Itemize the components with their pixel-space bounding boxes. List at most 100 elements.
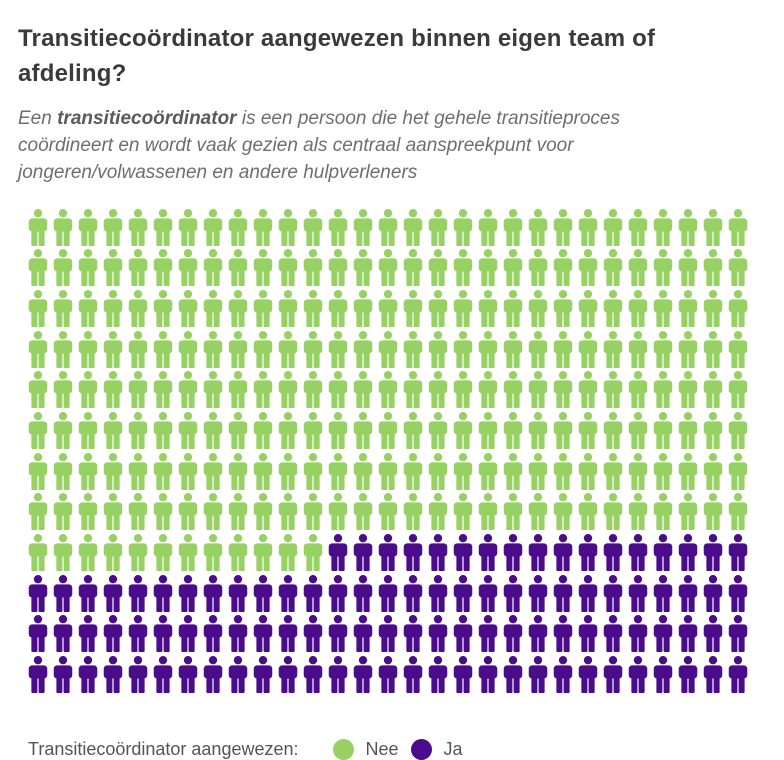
person-icon	[353, 452, 373, 490]
person-icon	[403, 208, 423, 246]
person-icon	[178, 330, 198, 368]
person-icon	[303, 452, 323, 490]
page-title: Transitiecoördinator aangewezen binnen e…	[18, 25, 656, 87]
person-icon	[553, 289, 573, 327]
person-icon	[628, 371, 648, 409]
person-icon	[628, 534, 648, 571]
person-icon	[228, 289, 248, 327]
person-icon	[78, 208, 98, 246]
person-icon	[378, 452, 398, 490]
legend-item-nee-label: Nee	[365, 738, 399, 759]
person-icon	[728, 452, 748, 490]
person-icon	[228, 493, 248, 531]
person-icon	[253, 249, 273, 287]
person-icon	[678, 574, 698, 612]
person-icon	[428, 330, 448, 368]
person-icon	[353, 615, 373, 653]
person-icon	[453, 208, 473, 246]
person-icon	[253, 330, 273, 368]
person-icon	[653, 534, 673, 571]
person-icon	[653, 411, 673, 449]
person-icon	[78, 249, 98, 287]
legend-swatch-ja	[410, 738, 432, 760]
person-icon	[78, 656, 98, 694]
person-icon	[703, 615, 723, 653]
person-icon	[53, 249, 73, 287]
person-icon	[353, 656, 373, 694]
person-icon	[353, 208, 373, 246]
person-icon	[603, 330, 623, 368]
person-icon	[403, 330, 423, 368]
person-icon	[478, 534, 498, 571]
person-icon	[703, 493, 723, 531]
person-icon	[528, 452, 548, 490]
person-icon	[28, 411, 48, 449]
person-icon	[378, 574, 398, 612]
person-icon	[428, 534, 448, 571]
person-icon	[578, 249, 598, 287]
person-icon	[553, 249, 573, 287]
person-icon	[578, 615, 598, 653]
person-icon	[478, 452, 498, 490]
person-icon	[628, 249, 648, 287]
person-icon	[528, 615, 548, 653]
person-icon	[278, 534, 298, 571]
person-icon	[328, 371, 348, 409]
person-icon	[553, 534, 573, 571]
person-icon	[153, 208, 173, 246]
person-icon	[103, 615, 123, 653]
person-icon	[403, 411, 423, 449]
pictogram-grid	[28, 208, 753, 697]
person-icon	[103, 452, 123, 490]
person-icon	[503, 330, 523, 368]
person-icon	[478, 330, 498, 368]
person-icon	[28, 249, 48, 287]
person-icon	[278, 574, 298, 612]
legend-swatch-nee	[332, 738, 354, 760]
person-icon	[503, 249, 523, 287]
person-icon	[328, 452, 348, 490]
person-icon	[553, 330, 573, 368]
person-icon	[528, 208, 548, 246]
person-icon	[403, 574, 423, 612]
person-icon	[503, 534, 523, 571]
person-icon	[178, 574, 198, 612]
person-icon	[728, 289, 748, 327]
person-icon	[378, 371, 398, 409]
person-icon	[153, 371, 173, 409]
person-icon	[578, 534, 598, 571]
person-icon	[278, 493, 298, 531]
person-icon	[478, 615, 498, 653]
person-icon	[178, 615, 198, 653]
person-icon	[353, 574, 373, 612]
person-icon	[503, 371, 523, 409]
legend-label: Transitiecoördinator aangewezen:	[28, 738, 299, 759]
person-icon	[278, 615, 298, 653]
person-icon	[603, 411, 623, 449]
person-icon	[128, 330, 148, 368]
person-icon	[353, 249, 373, 287]
person-icon	[303, 615, 323, 653]
person-icon	[28, 656, 48, 694]
person-icon	[278, 208, 298, 246]
person-icon	[103, 289, 123, 327]
person-icon	[203, 615, 223, 653]
person-icon	[78, 411, 98, 449]
infographic-page: Transitiecoördinator aangewezen binnen e…	[18, 22, 766, 760]
person-icon	[353, 371, 373, 409]
person-icon	[653, 289, 673, 327]
person-icon	[503, 574, 523, 612]
person-icon	[628, 208, 648, 246]
person-icon	[328, 411, 348, 449]
person-icon	[603, 371, 623, 409]
person-icon	[628, 493, 648, 531]
person-icon	[253, 493, 273, 531]
person-icon	[53, 615, 73, 653]
person-icon	[703, 330, 723, 368]
person-icon	[653, 208, 673, 246]
person-icon	[653, 330, 673, 368]
person-icon	[628, 411, 648, 449]
person-icon	[278, 289, 298, 327]
person-icon	[353, 330, 373, 368]
person-icon	[478, 411, 498, 449]
